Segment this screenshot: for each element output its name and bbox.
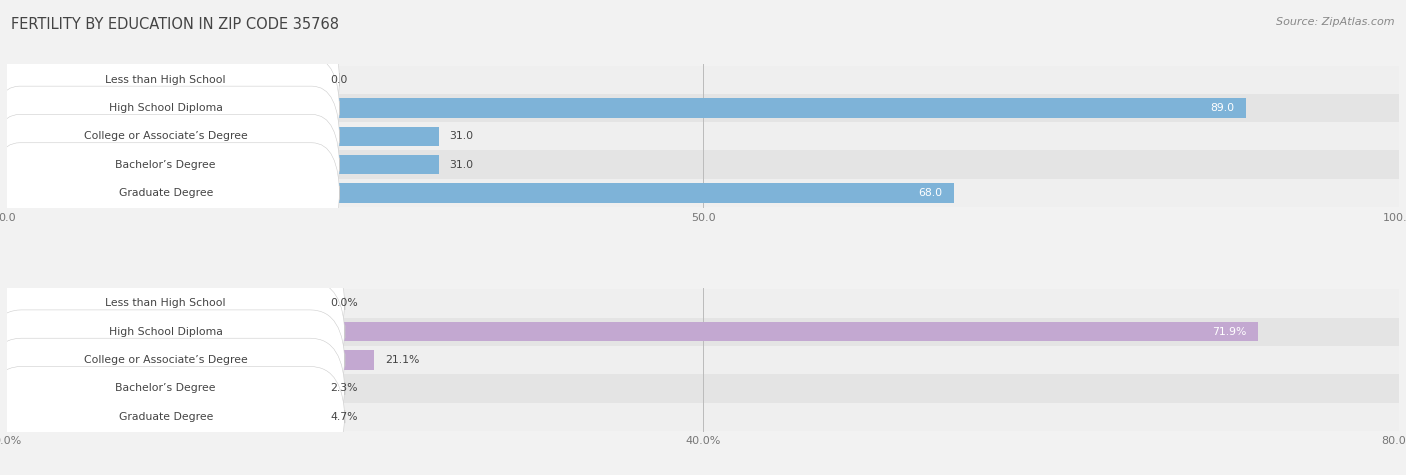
Text: 89.0: 89.0 bbox=[1211, 103, 1234, 113]
Text: High School Diploma: High School Diploma bbox=[108, 327, 222, 337]
FancyBboxPatch shape bbox=[0, 282, 344, 382]
Bar bbox=[7, 183, 953, 202]
Bar bbox=[7, 98, 1246, 118]
FancyBboxPatch shape bbox=[0, 367, 344, 467]
Text: Less than High School: Less than High School bbox=[105, 75, 226, 85]
FancyBboxPatch shape bbox=[0, 143, 340, 243]
Text: Graduate Degree: Graduate Degree bbox=[118, 188, 212, 198]
Bar bbox=[7, 122, 1399, 151]
Bar bbox=[7, 322, 1258, 342]
Text: 2.3%: 2.3% bbox=[330, 383, 357, 393]
Bar bbox=[7, 66, 1399, 94]
Text: Source: ZipAtlas.com: Source: ZipAtlas.com bbox=[1277, 17, 1395, 27]
Text: 31.0: 31.0 bbox=[450, 131, 474, 141]
FancyBboxPatch shape bbox=[0, 310, 344, 410]
FancyBboxPatch shape bbox=[0, 253, 344, 353]
Bar bbox=[7, 407, 89, 426]
Bar bbox=[7, 155, 439, 174]
Text: FERTILITY BY EDUCATION IN ZIP CODE 35768: FERTILITY BY EDUCATION IN ZIP CODE 35768 bbox=[11, 17, 339, 32]
Text: Bachelor’s Degree: Bachelor’s Degree bbox=[115, 160, 217, 170]
Bar bbox=[7, 127, 439, 146]
Text: 31.0: 31.0 bbox=[450, 160, 474, 170]
Text: 4.7%: 4.7% bbox=[330, 412, 357, 422]
Bar bbox=[7, 289, 1399, 318]
Text: Bachelor’s Degree: Bachelor’s Degree bbox=[115, 383, 217, 393]
Text: College or Associate’s Degree: College or Associate’s Degree bbox=[84, 355, 247, 365]
Bar bbox=[7, 151, 1399, 179]
Bar bbox=[7, 374, 1399, 402]
FancyBboxPatch shape bbox=[0, 29, 340, 130]
FancyBboxPatch shape bbox=[0, 114, 340, 215]
FancyBboxPatch shape bbox=[0, 86, 340, 187]
Bar bbox=[7, 402, 1399, 431]
Bar bbox=[7, 379, 46, 398]
Text: 0.0: 0.0 bbox=[330, 75, 347, 85]
Text: 21.1%: 21.1% bbox=[385, 355, 419, 365]
FancyBboxPatch shape bbox=[0, 58, 340, 158]
Bar bbox=[7, 94, 1399, 122]
Text: High School Diploma: High School Diploma bbox=[108, 103, 222, 113]
Bar bbox=[7, 318, 1399, 346]
Text: 0.0%: 0.0% bbox=[330, 298, 357, 308]
FancyBboxPatch shape bbox=[0, 338, 344, 438]
Bar bbox=[7, 346, 1399, 374]
Text: Graduate Degree: Graduate Degree bbox=[118, 412, 212, 422]
Bar bbox=[7, 351, 374, 370]
Text: Less than High School: Less than High School bbox=[105, 298, 226, 308]
Text: 68.0: 68.0 bbox=[918, 188, 942, 198]
Text: 71.9%: 71.9% bbox=[1212, 327, 1247, 337]
Text: College or Associate’s Degree: College or Associate’s Degree bbox=[84, 131, 247, 141]
Bar bbox=[7, 179, 1399, 207]
